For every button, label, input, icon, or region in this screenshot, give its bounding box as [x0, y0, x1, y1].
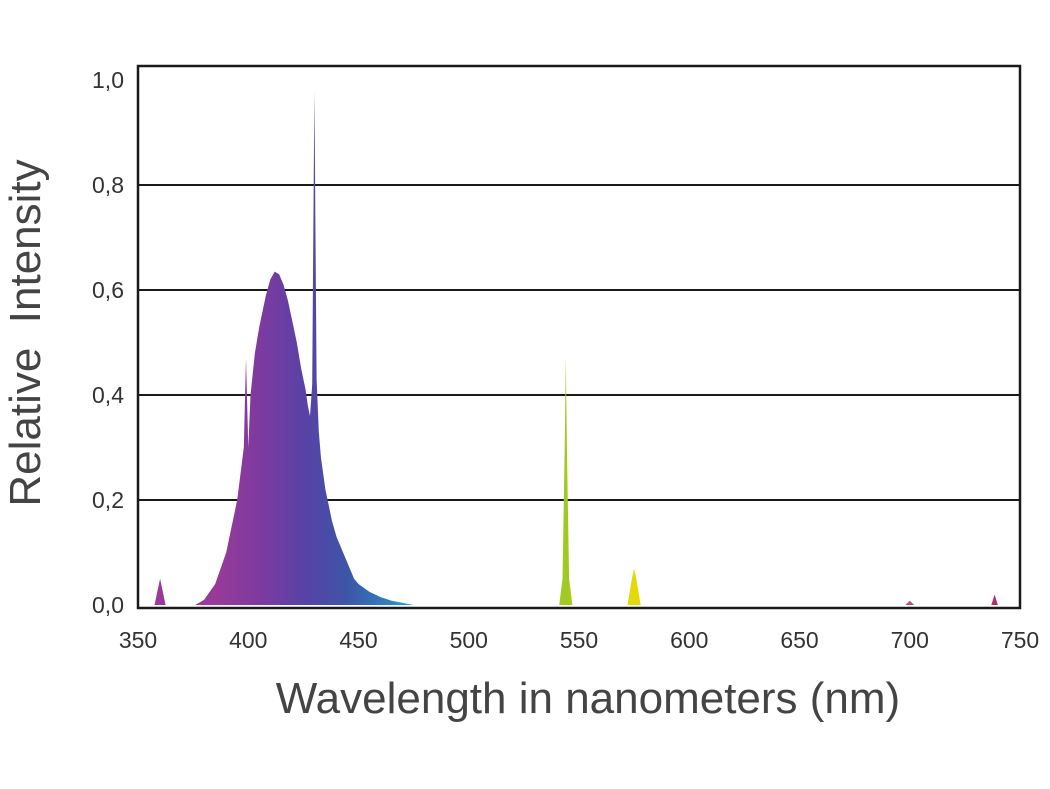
x-tick-label: 400 [229, 627, 267, 653]
spectrum-peak-1 [154, 578, 166, 605]
x-tick-label: 550 [560, 627, 598, 653]
x-tick-label: 600 [670, 627, 708, 653]
x-tick-label: 650 [780, 627, 818, 653]
y-tick-label: 0,6 [92, 277, 124, 303]
spectrum-peak-4 [905, 600, 915, 605]
spectrum-peak-2 [559, 358, 573, 605]
x-tick-label: 750 [1001, 627, 1039, 653]
y-axis-title: Relative Intensity [1, 159, 50, 506]
spectrum-peak-3 [627, 568, 641, 605]
spectrum-series [154, 90, 998, 605]
x-axis-ticks: 350 400 450 500 550 600 650 700 750 [119, 627, 1039, 653]
y-tick-label: 0,4 [92, 382, 124, 408]
y-tick-label: 1,0 [92, 67, 124, 93]
x-tick-label: 350 [119, 627, 157, 653]
y-tick-label: 0,2 [92, 487, 124, 513]
y-tick-label: 0,8 [92, 172, 124, 198]
spectrum-peak-0 [195, 90, 414, 605]
x-axis-title: Wavelength in nanometers (nm) [276, 674, 900, 723]
x-tick-label: 700 [891, 627, 929, 653]
x-tick-label: 450 [339, 627, 377, 653]
plot-frame [136, 64, 1022, 610]
x-tick-label: 500 [450, 627, 488, 653]
y-axis-ticks: 0,0 0,2 0,4 0,6 0,8 1,0 [92, 67, 124, 618]
spectrum-peak-5 [991, 594, 998, 605]
y-tick-label: 0,0 [92, 592, 124, 618]
